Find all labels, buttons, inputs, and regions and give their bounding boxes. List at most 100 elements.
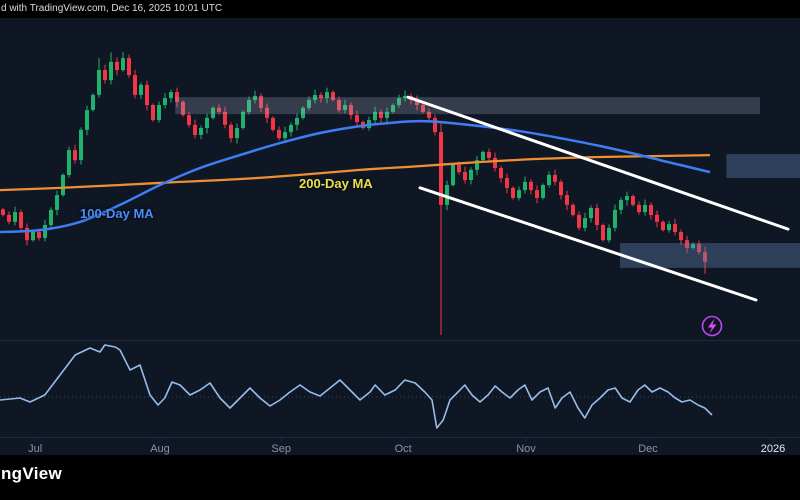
candle-body	[331, 92, 335, 100]
candle-body	[541, 185, 545, 198]
candle-body	[31, 232, 35, 241]
ma100-line	[0, 119, 711, 234]
candle-body	[619, 200, 623, 210]
candle-body	[7, 214, 11, 222]
candle-body	[187, 115, 191, 125]
candle-body	[391, 105, 395, 112]
candle-body	[649, 204, 653, 215]
candle-body	[337, 100, 341, 111]
axis-label-Aug: Aug	[150, 443, 170, 455]
candle-body	[685, 240, 689, 248]
candle-body	[667, 224, 671, 231]
candle-body	[703, 252, 707, 262]
candle-body	[427, 111, 431, 118]
axis-label-Sep: Sep	[271, 443, 291, 455]
candle-body	[103, 70, 107, 81]
candle-body	[85, 110, 89, 130]
candle-body	[631, 196, 635, 205]
candle-body	[451, 164, 455, 186]
candle-body	[415, 100, 419, 105]
candle-body	[589, 208, 593, 219]
price-zone[interactable]	[175, 97, 760, 115]
candle-body	[571, 204, 575, 215]
candle-body	[97, 70, 101, 95]
axis-label-2026: 2026	[761, 443, 785, 455]
candle-body	[679, 232, 683, 241]
candle-body	[307, 100, 311, 108]
candle-body	[601, 225, 605, 241]
candle-body	[109, 61, 113, 81]
trendline[interactable]	[418, 186, 758, 302]
candle-body	[487, 151, 491, 158]
candle-body	[49, 209, 53, 225]
candle-body	[385, 111, 389, 118]
candle-body	[259, 95, 263, 108]
candle-body	[169, 92, 173, 99]
price-zone[interactable]	[726, 154, 800, 179]
candle-body	[205, 117, 209, 128]
ma100-label[interactable]: 100-Day MA	[80, 206, 154, 221]
candle-body	[55, 195, 59, 210]
candle-body	[529, 181, 533, 191]
candle-body	[247, 100, 251, 112]
axis-label-Jul: Jul	[28, 443, 42, 455]
candle-body	[91, 94, 95, 110]
candle-body	[13, 212, 17, 222]
candle-body	[523, 181, 527, 191]
candle-body	[433, 117, 437, 133]
candle-body	[577, 214, 581, 228]
candle-body	[223, 111, 227, 125]
candle-body	[163, 98, 167, 105]
candle-body	[19, 212, 23, 228]
candle-body	[445, 185, 449, 205]
candle-body	[301, 107, 305, 118]
candle-body	[505, 178, 509, 188]
trendline[interactable]	[406, 95, 790, 231]
candle-body	[655, 214, 659, 222]
ma200-line	[0, 153, 711, 192]
candle-body	[265, 107, 269, 118]
candle-body	[697, 243, 701, 253]
candle-body	[193, 124, 197, 135]
candle-body	[79, 129, 83, 161]
axis-label-Oct: Oct	[395, 443, 412, 455]
candle-body	[379, 111, 383, 118]
candle-body	[25, 227, 29, 241]
candle-body	[511, 187, 515, 198]
candle-body	[61, 174, 65, 196]
candle-body	[115, 61, 119, 71]
ma200-label[interactable]: 200-Day MA	[299, 176, 373, 191]
candle-body	[181, 101, 185, 116]
oscillator-line	[0, 344, 713, 429]
candle-body	[421, 105, 425, 112]
candle-body	[229, 124, 233, 139]
candle-body	[607, 227, 611, 241]
candle-body	[397, 98, 401, 105]
candle-body	[133, 75, 137, 95]
flash-icon-bolt	[708, 318, 717, 334]
candle-body	[253, 95, 257, 100]
candle-body	[403, 95, 407, 99]
candle-body	[613, 209, 617, 228]
candle-body	[349, 105, 353, 116]
candle-body	[517, 190, 521, 198]
candle-body	[595, 208, 599, 225]
candle-body	[499, 168, 503, 179]
candle-body	[355, 115, 359, 122]
candle-body	[175, 92, 179, 102]
axis-label-Nov: Nov	[516, 443, 536, 455]
candle-body	[643, 204, 647, 213]
candle-body	[637, 204, 641, 213]
candle-body	[43, 225, 47, 238]
candle-body	[145, 84, 149, 105]
candle-body	[625, 196, 629, 201]
candle-body	[553, 174, 557, 182]
candle-body	[283, 132, 287, 139]
candle-body	[343, 105, 347, 110]
candle-body	[373, 111, 377, 121]
flash-icon[interactable]	[701, 315, 723, 337]
candle-body	[547, 174, 551, 185]
candle-body	[37, 232, 41, 238]
